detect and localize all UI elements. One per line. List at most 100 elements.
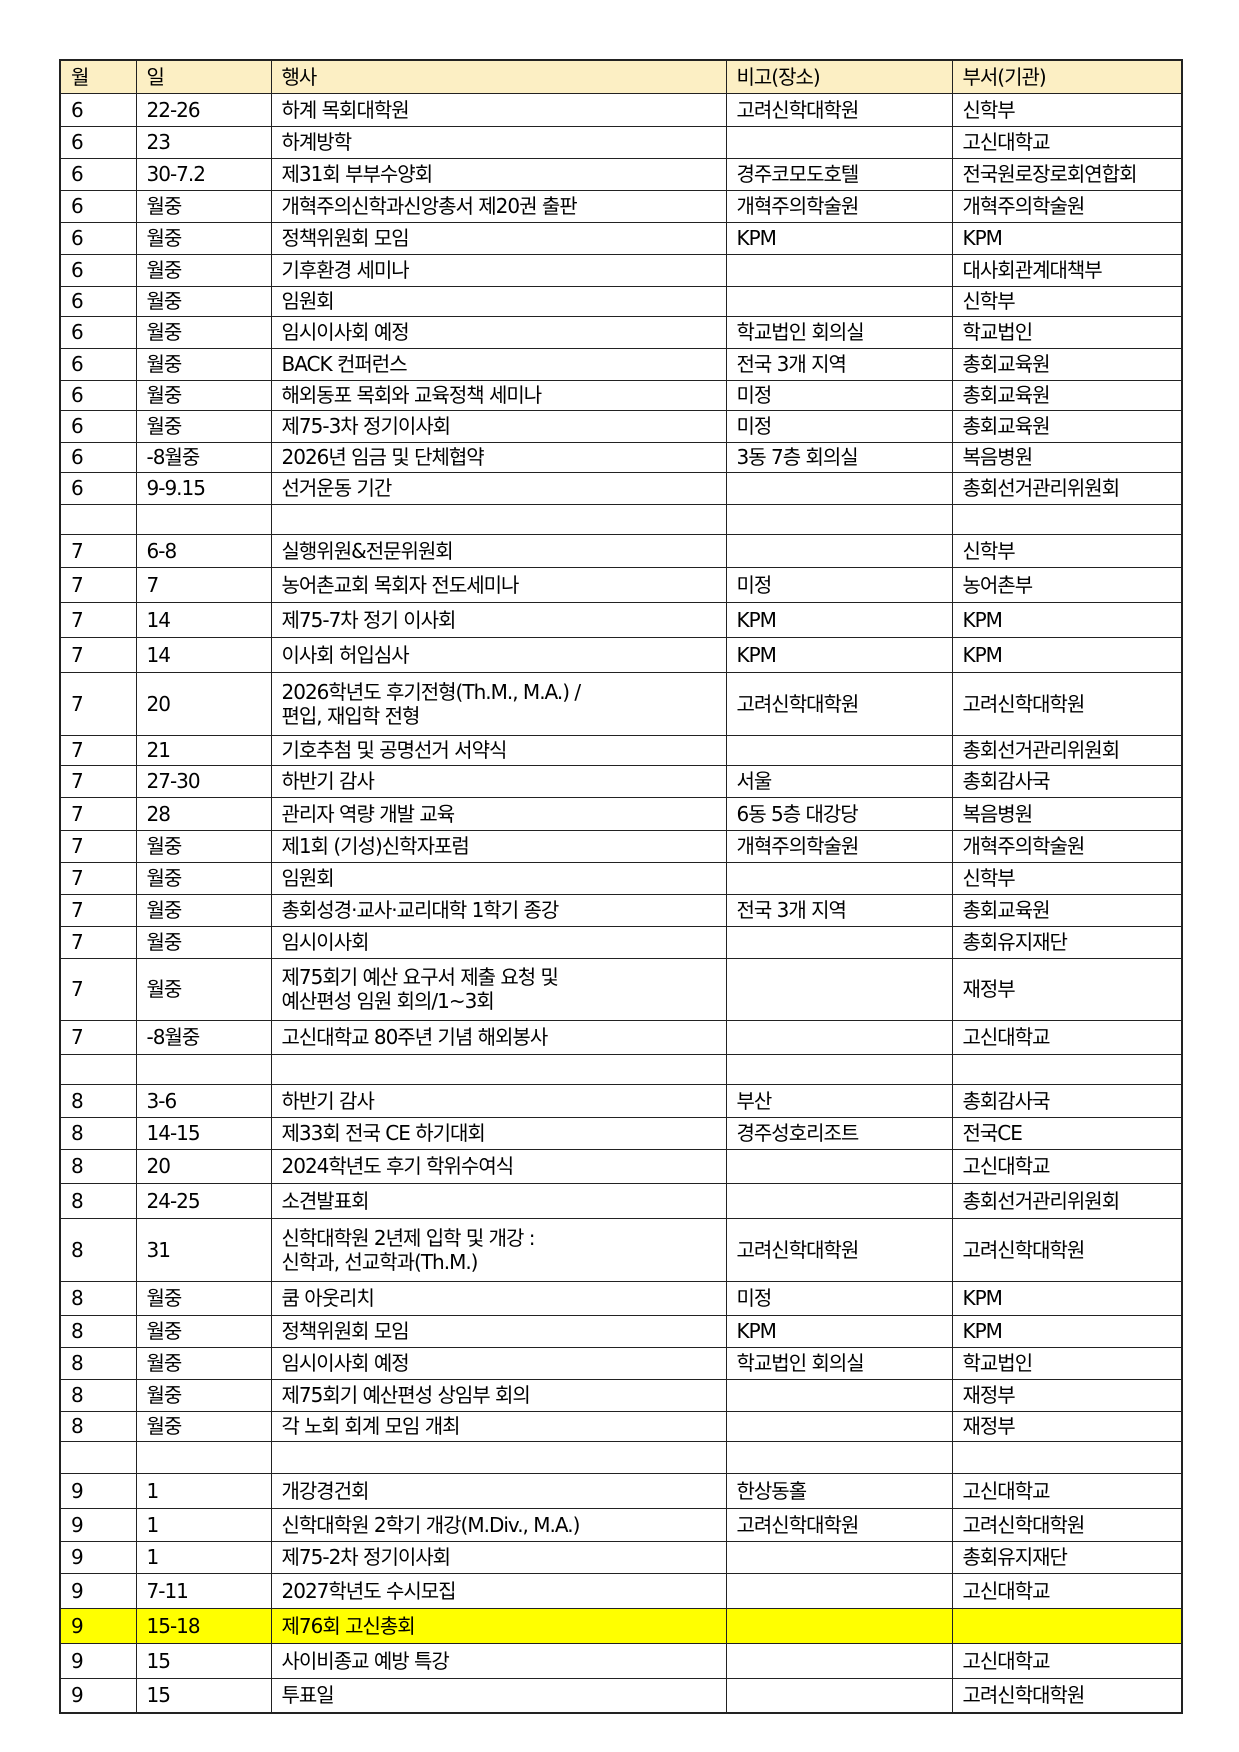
table-row: 8 20 2024학년도 후기 학위수여식 고신대학교 [59,1148,1183,1184]
cell-day: 1 [135,1540,272,1574]
cell-day: 1 [135,1507,272,1542]
cell-day: -8월중 [135,1019,272,1055]
cell-month: 7 [59,734,137,766]
cell-month [59,1440,137,1474]
cell-note-location [725,125,953,159]
table-row: 6 월중 해외동포 목회와 교육정책 세미나 미정 총회교육원 [59,379,1183,411]
cell-month: 6 [59,379,137,411]
cell-month: 8 [59,1116,137,1150]
cell-event: 임시이사회 예정 [270,315,727,349]
cell-department [951,503,1183,535]
cell-note-location [725,253,953,287]
cell-note-location [725,1572,953,1609]
cell-event: 하반기 감사 [270,1083,727,1118]
cell-department: 총회선거관리위원회 [951,734,1183,766]
cell-event: 이사회 허입심사 [270,636,727,673]
table-row: 9 7-11 2027학년도 수시모집 고신대학교 [59,1572,1183,1609]
cell-day: 15 [135,1642,272,1679]
table-row: 7 월중 임원회 신학부 [59,861,1183,895]
cell-note-location: 고려신학대학원 [725,671,953,736]
cell-event: 제75회기 예산편성 상임부 회의 [270,1378,727,1412]
cell-department: 대사회관계대책부 [951,253,1183,287]
cell-note-location: 전국 3개 지역 [725,893,953,927]
cell-department: 총회교육원 [951,379,1183,411]
cell-event: 제31회 부부수양회 [270,157,727,191]
cell-month: 6 [59,157,137,191]
cell-note-location: KPM [725,1314,953,1348]
cell-department: 총회감사국 [951,764,1183,798]
cell-day: 월중 [135,957,272,1021]
table-row: 9 1 제75-2차 정기이사회 총회유지재단 [59,1540,1183,1574]
cell-event: 해외동포 목회와 교육정책 세미나 [270,379,727,411]
cell-department: 학교법인 [951,315,1183,349]
cell-day: 6-8 [135,533,272,568]
cell-event: 정책위원회 모임 [270,1314,727,1348]
cell-month: 6 [59,189,137,223]
cell-department: KPM [951,1280,1183,1316]
table-row: 6 22-26 하계 목회대학원 고려신학대학원 신학부 [59,92,1183,127]
cell-event: 투표일 [270,1677,727,1714]
cell-note-location: 고려신학대학원 [725,1217,953,1282]
cell-note-location: 3동 7층 회의실 [725,441,953,473]
cell-department: 고려신학대학원 [951,1677,1183,1714]
cell-day: 20 [135,1148,272,1184]
cell-note-location: KPM [725,221,953,255]
cell-department: 고신대학교 [951,1148,1183,1184]
cell-month [59,503,137,535]
cell-department: 총회유지재단 [951,925,1183,959]
cell-department: 재정부 [951,1378,1183,1412]
cell-event: 고신대학교 80주년 기념 해외봉사 [270,1019,727,1055]
cell-day: 월중 [135,925,272,959]
table-row: 7 월중 제1회 (기성)신학자포럼 개혁주의학술원 개혁주의학술원 [59,829,1183,863]
cell-day: 20 [135,671,272,736]
table-row: 9 15-18 제76회 고신총회 [59,1607,1183,1644]
cell-note-location: 미정 [725,409,953,443]
cell-month: 9 [59,1572,137,1609]
cell-month: 6 [59,409,137,443]
table-header-row: 월 일 행사 비고(장소) 부서(기관) [59,59,1183,94]
cell-note-location: 미정 [725,566,953,603]
table-row: 9 15 사이비종교 예방 특강 고신대학교 [59,1642,1183,1679]
cell-event [270,1440,727,1474]
cell-month: 9 [59,1507,137,1542]
cell-event [270,1053,727,1085]
cell-day: 14 [135,636,272,673]
cell-department: 고려신학대학원 [951,1507,1183,1542]
header-day: 일 [135,59,272,94]
cell-department: 총회선거관리위원회 [951,471,1183,505]
cell-month: 6 [59,285,137,317]
cell-day: 14-15 [135,1116,272,1150]
cell-event: 2027학년도 수시모집 [270,1572,727,1609]
cell-note-location: 한상동홀 [725,1472,953,1509]
cell-event: 관리자 역량 개발 교육 [270,796,727,831]
cell-day: 월중 [135,1280,272,1316]
cell-event: 임시이사회 [270,925,727,959]
table-row: 6 23 하계방학 고신대학교 [59,125,1183,159]
cell-day: 월중 [135,189,272,223]
cell-department: 신학부 [951,92,1183,127]
table-row: 6 30-7.2 제31회 부부수양회 경주코모도호텔 전국원로장로회연합회 [59,157,1183,191]
cell-month: 6 [59,441,137,473]
cell-note-location: 경주성호리조트 [725,1116,953,1150]
table-row: 6 월중 개혁주의신학과신앙총서 제20권 출판 개혁주의학술원 개혁주의학술원 [59,189,1183,223]
cell-day: 7-11 [135,1572,272,1609]
cell-event: 기후환경 세미나 [270,253,727,287]
cell-note-location: KPM [725,601,953,638]
cell-note-location: 서울 [725,764,953,798]
table-row: 7 27-30 하반기 감사 서울 총회감사국 [59,764,1183,798]
cell-day: 월중 [135,1314,272,1348]
cell-day [135,1440,272,1474]
cell-event: 제75회기 예산 요구서 제출 요청 및 예산편성 임원 회의/1~3회 [270,957,727,1021]
cell-day [135,503,272,535]
cell-note-location: 고려신학대학원 [725,1507,953,1542]
cell-department: 총회교육원 [951,893,1183,927]
cell-note-location: 학교법인 회의실 [725,315,953,349]
cell-event: 총회성경·교사·교리대학 1학기 종강 [270,893,727,927]
cell-note-location [725,471,953,505]
cell-event: 제75-2차 정기이사회 [270,1540,727,1574]
cell-department: 고신대학교 [951,1572,1183,1609]
cell-event [270,503,727,535]
table-row: 9 15 투표일 고려신학대학원 [59,1677,1183,1714]
table-row: 6 월중 기후환경 세미나 대사회관계대책부 [59,253,1183,287]
cell-month: 6 [59,253,137,287]
